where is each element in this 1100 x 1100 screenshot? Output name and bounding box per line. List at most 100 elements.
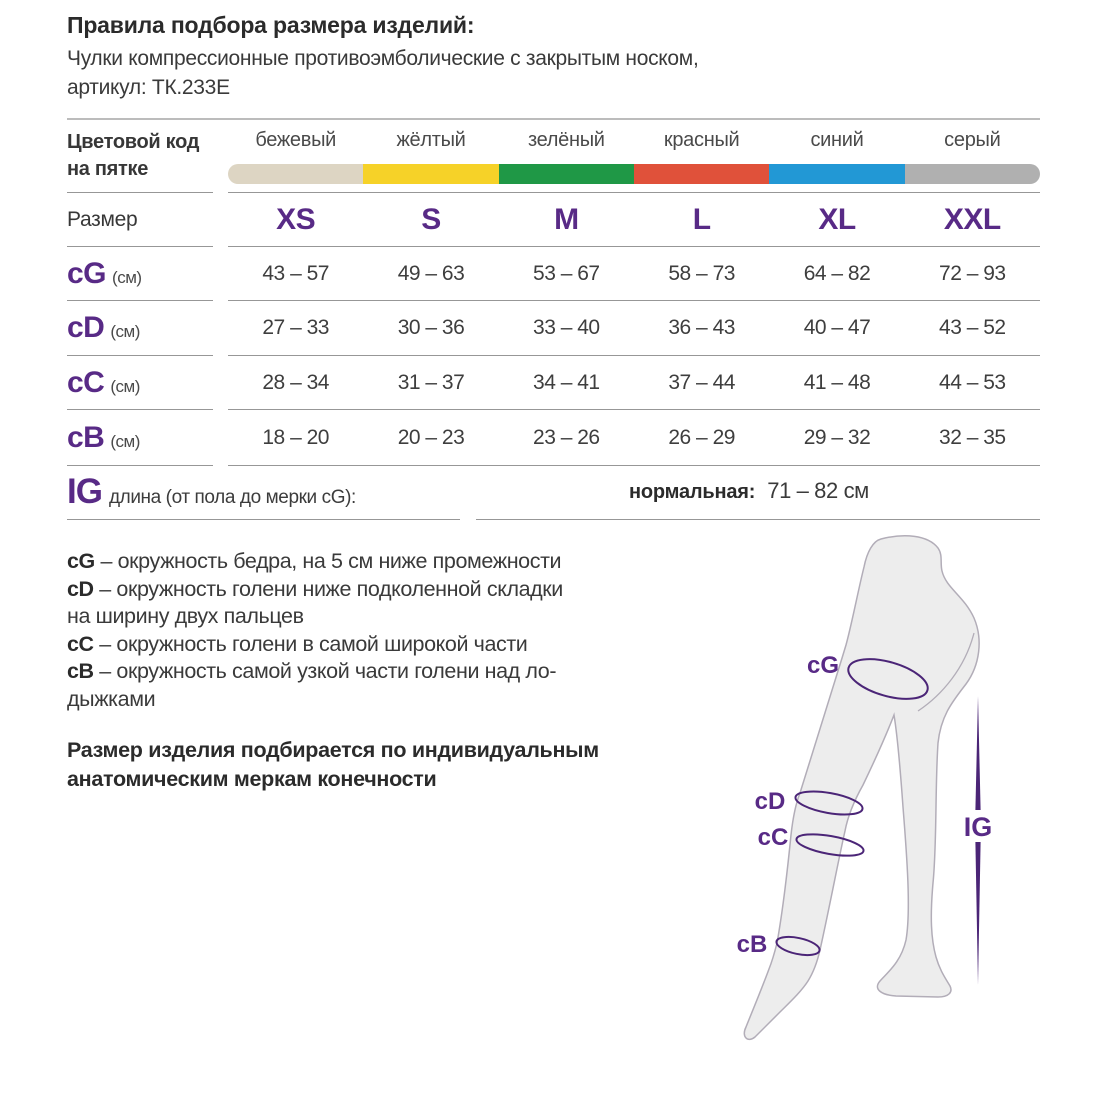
color-code-row-label: Цветовой код на пятке <box>67 131 200 180</box>
row-cc-values: 28 – 34 31 – 37 34 – 41 37 – 44 41 – 48 … <box>228 356 1040 410</box>
row-cg-values: 43 – 57 49 – 63 53 – 67 58 – 73 64 – 82 … <box>228 247 1040 301</box>
heel-color-swatch-green <box>498 164 634 184</box>
length-row-left: IG длина (от пола до мерки cG): <box>67 466 460 520</box>
heel-color-name: синий <box>810 129 864 151</box>
size-row-label: Размер <box>67 207 138 231</box>
note-key-cb: cB <box>67 659 94 683</box>
color-code-row-label-cell: Цветовой код на пятке <box>67 120 213 193</box>
note-cb: cB – окружность самой узкой части голени… <box>67 658 742 713</box>
heel-color-swatch-yellow <box>363 164 499 184</box>
cd-measure-ellipse <box>794 790 864 816</box>
cb-value: 29 – 32 <box>803 425 871 449</box>
size-table: Цветовой код на пятке бежевый жёлтый зел… <box>67 120 1040 466</box>
row-key-cd: cD <box>67 311 105 344</box>
size-m: M <box>554 202 579 236</box>
cc-value: 28 – 34 <box>262 370 329 394</box>
row-cc-label-cell: cC (см) <box>67 356 213 410</box>
length-value: 71 – 82 см <box>767 478 869 503</box>
cc-measure-ellipse <box>795 833 865 857</box>
heel-color-swatch-blue <box>769 164 905 184</box>
length-row-rule-gap <box>460 466 476 520</box>
row-key-cc: cC <box>67 365 105 399</box>
cd-value: 43 – 52 <box>939 316 1006 339</box>
ig-needle-bottom <box>975 842 981 985</box>
note-cc: cC – окружность голени в самой широкой ч… <box>67 631 742 659</box>
note-text-cb: – окружность самой узкой части голени на… <box>67 659 557 711</box>
note-cd: cD – окружность голени ниже подколенной … <box>67 576 742 631</box>
row-cb-values: 18 – 20 20 – 23 23 – 26 26 – 29 29 – 32 … <box>228 410 1040 466</box>
size-xl: XL <box>818 202 856 236</box>
legs-illustration: cG cD cC cB IG <box>737 535 993 1041</box>
heel-color-name: серый <box>944 129 1001 151</box>
table-top-rule <box>67 118 1040 120</box>
size-row-label-cell: Размер <box>67 193 213 247</box>
cb-measure-ellipse <box>775 935 821 957</box>
cg-value: 64 – 82 <box>803 261 871 285</box>
cg-value: 49 – 63 <box>397 261 465 285</box>
figure-label-ig: IG <box>964 812 993 842</box>
leg-measurement-figure: cG cD cC cB IG <box>690 533 1060 1058</box>
cg-measure-ellipse <box>847 658 929 700</box>
heel-color-name: зелёный <box>527 129 605 151</box>
size-xxl: XXL <box>943 202 1001 236</box>
cb-value: 18 – 20 <box>262 425 329 449</box>
note-text-cg: – окружность бедра, на 5 см ниже промежн… <box>100 549 562 573</box>
row-unit-cg: (см) <box>112 267 142 287</box>
note-text-cd: – окружность голени ниже подколенной скл… <box>67 576 563 629</box>
cc-value: 37 – 44 <box>668 370 735 394</box>
heel-color-names: бежевый жёлтый зелёный красный синий сер… <box>228 120 1040 152</box>
heel-color-name: красный <box>663 129 740 151</box>
header: Правила подбора размера изделий: Чулки к… <box>67 12 927 102</box>
row-unit-cb: (см) <box>110 431 140 451</box>
heel-color-name: жёлтый <box>396 129 466 151</box>
note-text-cc: – окружность голени в самой широкой част… <box>99 631 528 656</box>
length-row: IG длина (от пола до мерки cG): нормальн… <box>67 466 1040 520</box>
cd-value: 27 – 33 <box>262 316 329 339</box>
cb-value: 32 – 35 <box>939 425 1006 449</box>
row-unit-cc: (см) <box>110 376 140 396</box>
heel-color-swatch-red <box>633 164 770 184</box>
measurement-notes: cG – окружность бедра, на 5 см ниже пром… <box>67 548 742 713</box>
cc-value: 41 – 48 <box>803 370 871 394</box>
size-xs: XS <box>276 202 316 236</box>
heel-color-name: бежевый <box>255 129 337 151</box>
product-subtitle-line1: Чулки компрессионные противоэмболические… <box>67 47 699 70</box>
cd-value: 40 – 47 <box>803 316 871 339</box>
cg-value: 43 – 57 <box>262 261 329 285</box>
color-code-row-content: бежевый жёлтый зелёный красный синий сер… <box>228 120 1040 193</box>
row-key-ig: IG <box>67 472 103 511</box>
row-cb-label-cell: cB (см) <box>67 410 213 466</box>
cb-value: 26 – 29 <box>668 425 735 449</box>
cc-value: 34 – 41 <box>533 370 600 394</box>
cd-value: 33 – 40 <box>533 316 600 339</box>
cc-value: 44 – 53 <box>939 370 1006 394</box>
ig-needle-top <box>975 696 981 810</box>
row-key-cb: cB <box>67 420 105 454</box>
note-cg: cG – окружность бедра, на 5 см ниже пром… <box>67 548 742 576</box>
size-s: S <box>421 202 441 236</box>
row-key-cg: cG <box>67 256 107 290</box>
cd-value: 36 – 43 <box>668 316 735 339</box>
product-subtitle-line2: артикул: ТК.233Е <box>67 76 230 99</box>
cg-value: 53 – 67 <box>533 261 600 285</box>
heel-color-swatch-beige <box>228 164 364 184</box>
cd-value: 30 – 36 <box>397 316 465 339</box>
figure-label-cd: cD <box>755 788 786 815</box>
row-unit-cd: (см) <box>110 322 140 341</box>
selection-rule-note: Размер изделия подбирается по индивидуал… <box>67 738 599 791</box>
note-key-cc: cC <box>67 631 94 656</box>
heel-color-bar <box>228 164 1040 184</box>
size-row-content: XS S M L XL XXL <box>228 193 1040 247</box>
buttock-crease-line <box>917 632 975 712</box>
cg-value: 58 – 73 <box>668 261 735 285</box>
cc-value: 31 – 37 <box>397 370 465 394</box>
cb-value: 23 – 26 <box>533 425 600 449</box>
length-row-description: длина (от пола до мерки cG): <box>108 487 356 508</box>
length-type-label: нормальная: <box>629 481 756 503</box>
length-row-right: нормальная: 71 – 82 см <box>476 466 1040 520</box>
note-key-cg: cG <box>67 549 95 573</box>
figure-label-cb: cB <box>737 931 768 958</box>
row-cd-label-cell: cD (см) <box>67 301 213 356</box>
heel-color-swatch-gray <box>904 164 1040 184</box>
